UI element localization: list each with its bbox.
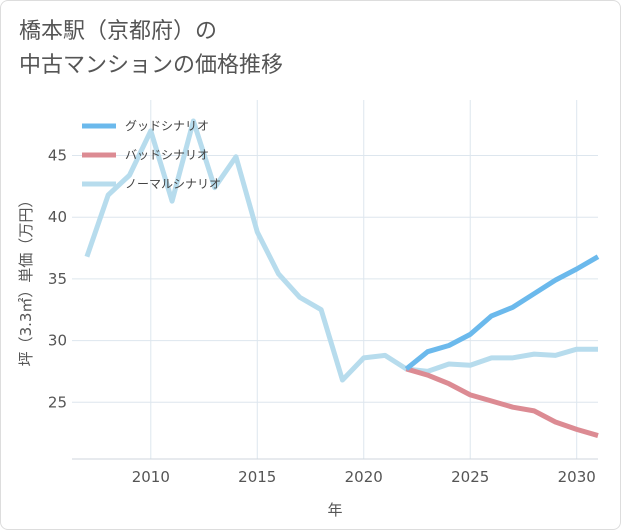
legend-label: バッドシナリオ: [125, 148, 209, 162]
y-tick-label: 25: [48, 393, 67, 411]
legend-label: グッドシナリオ: [125, 119, 209, 133]
y-tick-label: 35: [48, 270, 67, 288]
y-tick-label: 30: [48, 332, 67, 350]
series-line-2: [84, 118, 598, 383]
grid: [72, 100, 598, 459]
title-line-1: 橋本駅（京都府）の: [19, 19, 218, 44]
y-axis-label: 坪（3.3㎡）単価（万円）: [17, 193, 35, 367]
series-line-1: [405, 366, 599, 438]
x-tick-label: 2020: [345, 468, 383, 486]
x-axis-ticks: 2010 2015 2020 2025 2030: [132, 468, 596, 486]
x-tick-label: 2015: [238, 468, 276, 486]
x-tick-label: 2030: [558, 468, 596, 486]
x-axis-label: 年: [327, 501, 342, 519]
x-tick-label: 2010: [132, 468, 170, 486]
page-title: 橋本駅（京都府）の 中古マンションの価格推移: [19, 15, 283, 83]
title-line-2: 中古マンションの価格推移: [19, 53, 284, 78]
y-tick-label: 40: [48, 208, 67, 226]
y-axis-ticks: 25 30 35 40 45: [48, 147, 67, 412]
x-tick-label: 2025: [451, 468, 489, 486]
series-layer: [84, 118, 600, 438]
y-tick-label: 45: [48, 147, 67, 165]
legend-label: ノーマルシナリオ: [125, 177, 221, 191]
series-line-0: [404, 254, 600, 371]
